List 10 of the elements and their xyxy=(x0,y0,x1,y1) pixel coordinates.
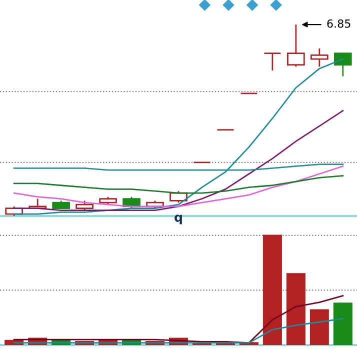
annotation: 6.85 xyxy=(327,19,350,28)
bar xyxy=(262,234,282,345)
candlestick xyxy=(334,52,352,77)
bar xyxy=(286,273,306,345)
bar xyxy=(310,309,329,345)
candlestick xyxy=(76,200,94,211)
bar xyxy=(333,302,352,345)
chart-title: q xyxy=(174,214,182,224)
candlestick xyxy=(310,48,328,68)
candlestick xyxy=(264,52,282,72)
